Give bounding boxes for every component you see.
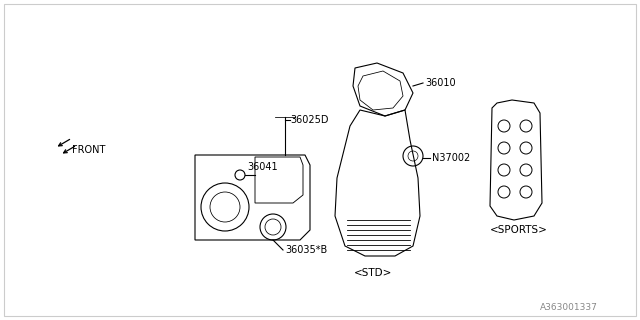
Text: 36010: 36010 bbox=[425, 78, 456, 88]
Text: 36025D: 36025D bbox=[290, 115, 328, 125]
Text: <STD>: <STD> bbox=[354, 268, 392, 278]
Text: FRONT: FRONT bbox=[72, 145, 106, 155]
Text: A363001337: A363001337 bbox=[540, 303, 598, 313]
Text: 36035*B: 36035*B bbox=[285, 245, 327, 255]
Text: N37002: N37002 bbox=[432, 153, 470, 163]
Text: <SPORTS>: <SPORTS> bbox=[490, 225, 548, 235]
Text: 36041: 36041 bbox=[247, 162, 278, 172]
